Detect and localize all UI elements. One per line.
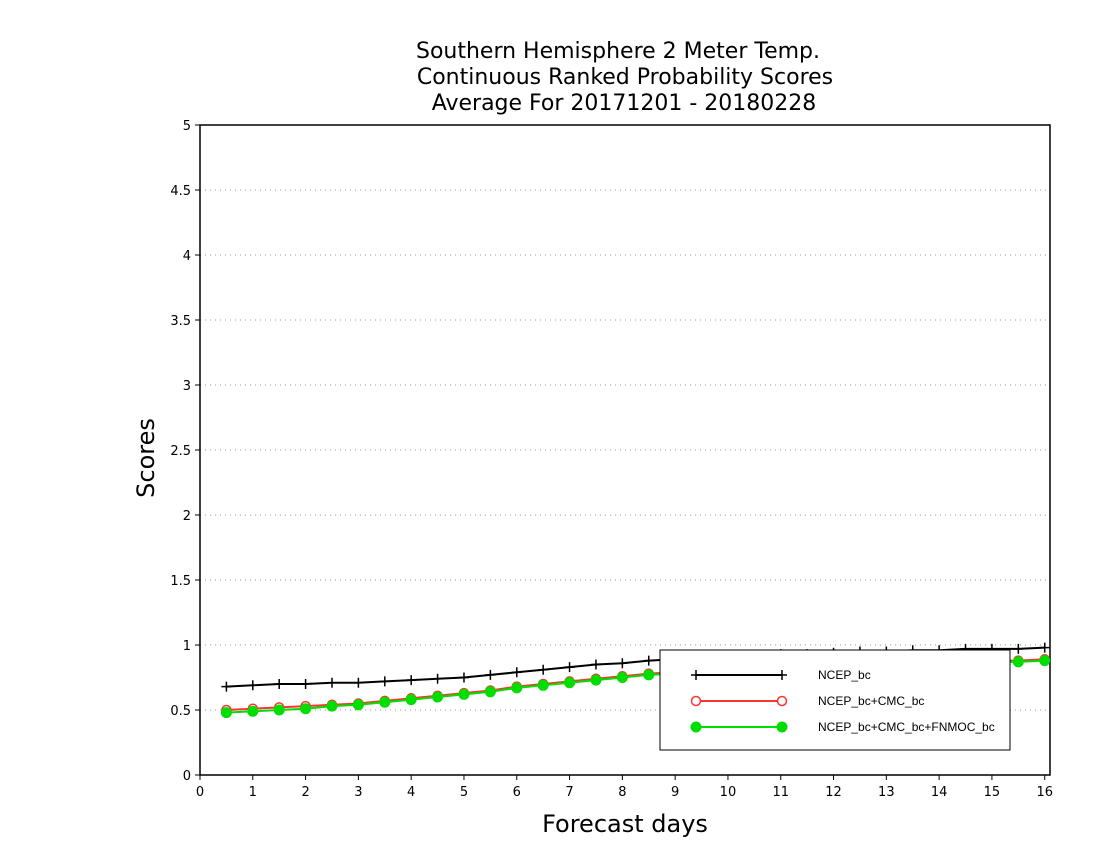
y-tick-label: 4.5	[170, 184, 191, 199]
data-point	[538, 664, 549, 675]
data-point	[379, 676, 390, 687]
data-point	[1012, 656, 1024, 668]
data-point	[273, 704, 285, 716]
x-tick-label: 2	[301, 785, 309, 800]
x-tick-label: 0	[196, 785, 204, 800]
x-tick-label: 6	[513, 785, 521, 800]
data-point	[643, 655, 654, 666]
data-point	[511, 667, 522, 678]
y-tick-label: 5	[183, 119, 191, 134]
data-point	[300, 703, 312, 715]
x-axis-ticks: 0 1 2 3 4 5 6 7 8 9 10 11 12 13 14 15 16	[196, 775, 1053, 800]
data-point	[590, 659, 601, 670]
y-tick-label: 2	[183, 509, 191, 524]
x-tick-label: 11	[772, 785, 789, 800]
data-point	[405, 694, 417, 706]
data-point	[326, 700, 338, 712]
legend: NCEP_bc NCEP_bc+CMC_bc NCEP_bc+CMC_bc+FNMO…	[659, 649, 1011, 751]
x-tick-label: 15	[984, 785, 1001, 800]
legend-marker	[690, 721, 702, 733]
legend-entry-1: NCEP_bc+CMC_bc	[690, 694, 924, 708]
gridlines	[200, 189, 1050, 711]
x-tick-label: 7	[565, 785, 573, 800]
data-point	[484, 686, 496, 698]
data-point	[458, 688, 470, 700]
data-point	[590, 674, 602, 686]
x-tick-label: 1	[249, 785, 257, 800]
x-axis-label: Forecast days	[542, 810, 708, 838]
data-point	[432, 673, 443, 684]
data-point	[1039, 642, 1050, 653]
y-tick-label: 1.5	[170, 574, 191, 589]
data-point	[353, 677, 364, 688]
data-point	[326, 677, 337, 688]
data-point	[511, 682, 523, 694]
y-tick-label: 4	[183, 249, 191, 264]
y-tick-label: 0	[183, 769, 191, 784]
data-point	[1013, 643, 1024, 654]
x-tick-label: 16	[1036, 785, 1053, 800]
x-tick-label: 14	[931, 785, 948, 800]
x-tick-label: 10	[720, 785, 737, 800]
data-point	[643, 669, 655, 681]
data-point	[564, 662, 575, 673]
legend-entry-0: NCEP_bc	[691, 668, 871, 682]
x-tick-label: 4	[407, 785, 415, 800]
y-tick-label: 3.5	[170, 314, 191, 329]
data-point	[485, 669, 496, 680]
x-tick-label: 8	[618, 785, 626, 800]
y-tick-label: 2.5	[170, 444, 191, 459]
x-tick-label: 5	[460, 785, 468, 800]
legend-marker	[691, 670, 701, 680]
legend-marker	[776, 721, 788, 733]
data-point	[352, 699, 364, 711]
title-line-1: Southern Hemisphere 2 Meter Temp.	[416, 39, 820, 64]
y-axis-ticks: 0 0.5 1 1.5 2 2.5 3 3.5 4 4.5 5	[170, 119, 200, 784]
data-point	[617, 658, 628, 669]
data-point	[616, 672, 628, 683]
data-point	[432, 691, 444, 703]
data-point	[274, 679, 285, 689]
data-point	[221, 681, 232, 692]
data-point	[564, 677, 576, 689]
data-point	[379, 696, 391, 708]
data-point	[220, 707, 232, 719]
legend-label: NCEP_bc+CMC_bc	[818, 694, 924, 708]
y-axis-label: Scores	[132, 418, 160, 498]
legend-marker	[777, 670, 787, 680]
x-tick-label: 9	[671, 785, 679, 800]
title-line-3: Average For 20171201 - 20180228	[432, 91, 817, 116]
x-tick-label: 12	[825, 785, 842, 800]
data-point	[247, 680, 258, 691]
y-tick-label: 1	[183, 639, 191, 654]
legend-entry-2: NCEP_bc+CMC_bc+FNMOC_bc	[690, 720, 995, 734]
chart-title: Southern Hemisphere 2 Meter Temp. Contin…	[416, 39, 833, 116]
legend-marker	[690, 695, 702, 707]
title-line-2: Continuous Ranked Probability Scores	[417, 65, 833, 90]
data-point	[247, 705, 259, 717]
data-point	[1039, 655, 1051, 667]
y-tick-label: 0.5	[170, 704, 191, 719]
data-point	[406, 675, 417, 686]
legend-label: NCEP_bc+CMC_bc+FNMOC_bc	[818, 720, 995, 734]
x-tick-label: 3	[354, 785, 362, 800]
x-tick-label: 13	[878, 785, 895, 800]
legend-marker	[776, 695, 788, 707]
data-point	[300, 679, 311, 689]
legend-label: NCEP_bc	[818, 668, 871, 682]
data-point	[458, 672, 469, 683]
y-tick-label: 3	[183, 379, 191, 394]
data-point	[537, 679, 549, 691]
